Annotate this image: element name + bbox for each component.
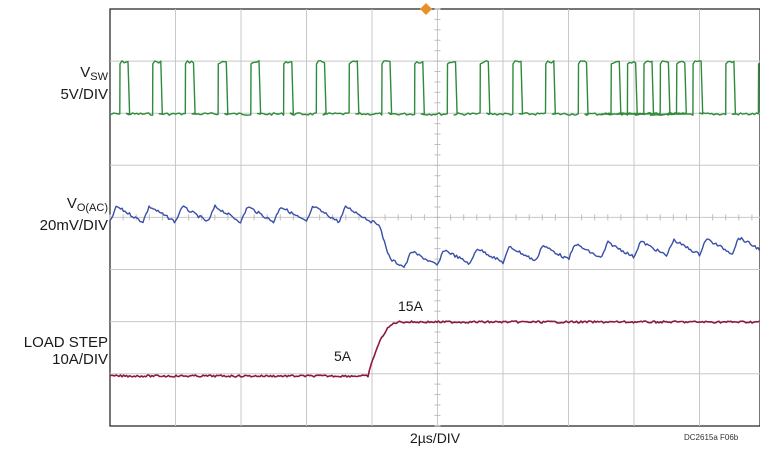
vo-trace <box>109 204 760 268</box>
annotation-5a: 5A <box>334 348 352 364</box>
traces <box>109 60 760 378</box>
load-step-trace <box>109 320 760 378</box>
grid <box>109 8 760 427</box>
trigger-marker <box>420 3 432 15</box>
channel-label-vsw: VSW 5V/DIV <box>60 64 108 103</box>
x-axis-label: 2µs/DIV <box>409 430 461 446</box>
trigger-marker-icon <box>420 3 432 15</box>
channel-scale-vsw: 5V/DIV <box>60 86 108 103</box>
channel-scale-vo: 20mV/DIV <box>39 217 108 234</box>
annotation-15a: 15A <box>398 298 423 314</box>
figure-code: DC2615a F06b <box>684 433 739 442</box>
vsw-trace <box>109 60 760 116</box>
channel-scale-load: 10A/DIV <box>52 351 108 368</box>
channel-label-vo: VO(AC) 20mV/DIV <box>39 195 108 234</box>
channel-label-load: LOAD STEP 10A/DIV <box>23 334 108 368</box>
